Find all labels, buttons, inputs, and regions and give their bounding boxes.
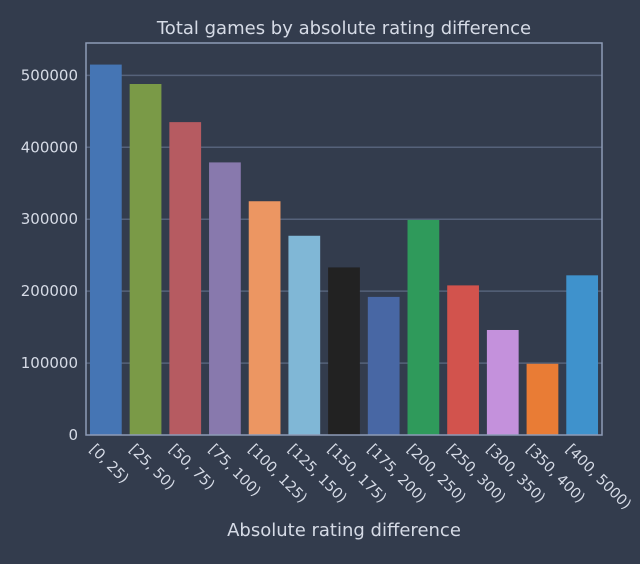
x-axis-label: Absolute rating difference [227,520,461,541]
y-axis-ticks: 0 100000 200000 300000 400000 500000 [21,66,78,444]
bar-4 [248,201,281,435]
y-tick-label-0: 0 [68,426,78,444]
bar-0 [89,64,122,436]
bars [89,64,599,436]
bar-8 [407,219,440,435]
plot-frame [85,42,603,436]
bar-6 [328,267,360,435]
chart-title: Total games by absolute rating differenc… [156,18,531,39]
bar-7 [367,296,400,435]
bar-10 [486,329,519,435]
bar-12 [566,275,599,435]
bar-11 [526,363,559,435]
bar-3 [209,162,241,435]
y-tick-label-2: 200000 [21,282,78,300]
bar-1 [129,83,162,435]
y-tick-label-3: 300000 [21,210,78,228]
bar-2 [169,122,202,435]
y-tick-label-1: 100000 [21,354,78,372]
bar-9 [447,285,479,435]
y-tick-label-5: 500000 [21,66,78,84]
x-axis-ticks: [0, 25)[25, 50)[50, 75)[75, 100)[100, 12… [86,442,634,514]
y-tick-label-4: 400000 [21,138,78,156]
bar-5 [288,235,321,435]
x-tick-label-0: [0, 25) [86,442,131,487]
